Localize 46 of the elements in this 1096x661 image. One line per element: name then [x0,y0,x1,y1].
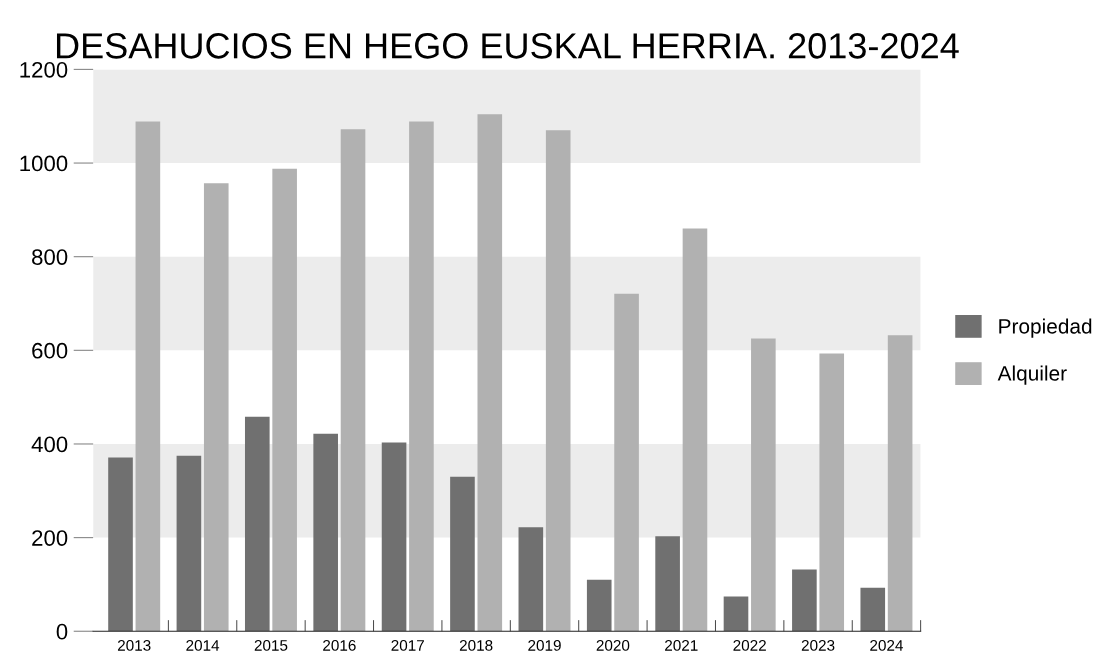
bar [272,168,297,632]
bar [409,121,434,632]
legend-label: Propiedad [999,318,1092,338]
bar [819,353,845,632]
x-tick-label: 2017 [391,639,424,651]
x-tick-label: 2021 [665,639,698,651]
x-tick-label: 2023 [801,639,835,651]
y-tick-label: 800 [32,249,68,265]
y-tick-label: 400 [31,436,68,453]
bar [176,455,202,632]
bar [682,228,708,632]
y-tick-label: 1200 [20,61,68,78]
bar [135,121,161,632]
bar [545,130,571,632]
bar [655,536,680,632]
bar [751,338,776,632]
x-tick-label: 2024 [870,639,903,651]
x-tick-label: 2020 [596,639,630,651]
bar [518,527,544,632]
y-tick-label: 1000 [20,155,68,172]
bar [723,596,749,632]
bar [203,183,229,632]
chart-title: DESAHUCIOS EN HEGO EUSKAL HERRIA. 2013-2024 [56,33,959,59]
x-tick-label: 2018 [459,639,493,651]
bar [108,457,133,632]
bar [860,587,886,632]
bar [586,579,612,632]
y-tick-label: 0 [56,623,68,640]
bar [887,335,913,632]
x-tick-label: 2014 [186,639,220,651]
x-tick-label: 2022 [733,639,766,651]
bar [614,293,639,632]
bar [244,416,270,632]
bar [340,129,366,632]
y-tick-label: 600 [32,342,68,359]
bar [450,476,475,632]
bar [477,114,503,632]
bar [381,442,407,632]
x-tick-label: 2013 [117,639,151,651]
x-tick-label: 2015 [254,639,288,651]
y-tick-label: 200 [32,530,68,546]
bar [313,433,338,632]
x-tick-label: 2019 [528,639,561,651]
legend-label: Alquiler [997,365,1067,385]
bar [792,569,817,632]
x-tick-label: 2016 [323,639,356,651]
